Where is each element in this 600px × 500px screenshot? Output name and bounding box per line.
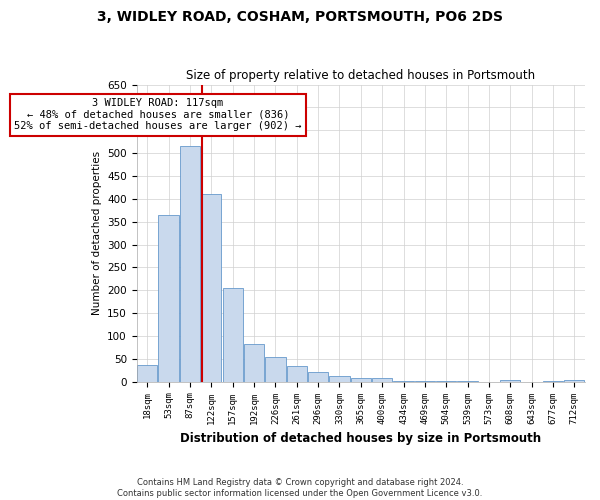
Bar: [158, 215, 179, 382]
Bar: [180, 146, 200, 382]
Text: 3 WIDLEY ROAD: 117sqm
← 48% of detached houses are smaller (836)
52% of semi-det: 3 WIDLEY ROAD: 117sqm ← 48% of detached …: [14, 98, 302, 132]
Bar: [350, 378, 371, 382]
Bar: [543, 381, 563, 382]
Bar: [394, 381, 413, 382]
X-axis label: Distribution of detached houses by size in Portsmouth: Distribution of detached houses by size …: [180, 432, 541, 445]
Title: Size of property relative to detached houses in Portsmouth: Size of property relative to detached ho…: [186, 69, 535, 82]
Bar: [265, 356, 286, 382]
Bar: [415, 381, 435, 382]
Bar: [436, 381, 457, 382]
Bar: [137, 365, 157, 382]
Bar: [244, 344, 264, 382]
Text: Contains HM Land Registry data © Crown copyright and database right 2024.
Contai: Contains HM Land Registry data © Crown c…: [118, 478, 482, 498]
Bar: [287, 366, 307, 382]
Text: 3, WIDLEY ROAD, COSHAM, PORTSMOUTH, PO6 2DS: 3, WIDLEY ROAD, COSHAM, PORTSMOUTH, PO6 …: [97, 10, 503, 24]
Bar: [201, 194, 221, 382]
Bar: [308, 372, 328, 382]
Bar: [223, 288, 243, 382]
Bar: [500, 380, 520, 382]
Y-axis label: Number of detached properties: Number of detached properties: [92, 151, 101, 315]
Bar: [372, 378, 392, 382]
Bar: [329, 376, 350, 382]
Bar: [564, 380, 584, 382]
Bar: [457, 381, 478, 382]
